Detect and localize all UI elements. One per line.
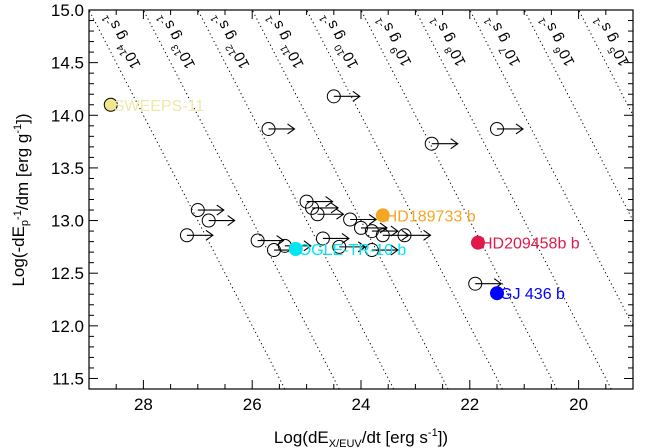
lower-limit-point-18 <box>315 231 350 246</box>
x-axis-label-part-0: Log(dE <box>274 428 329 447</box>
lower-limit-arrow-18 <box>322 233 350 244</box>
mass-loss-line-label-9: 105 g s-1 <box>590 12 632 70</box>
lower-limit-point-6 <box>179 228 214 243</box>
mass-loss-line-label-5: 109 g s-1 <box>373 12 415 70</box>
planet-label-0: SWEEPS-11 <box>114 98 205 115</box>
y-tick-label-7: 15.0 <box>51 1 84 20</box>
lower-limit-point-12 <box>310 207 345 222</box>
lower-limit-point-2 <box>490 121 524 136</box>
y-axis-label-part-0: Log(-dE <box>9 226 28 286</box>
lower-limit-point-0 <box>326 89 361 104</box>
plot-frame <box>88 9 634 390</box>
x-tick-label-4: 20 <box>569 395 588 414</box>
lower-limit-point-3 <box>424 136 459 151</box>
x-axis-label-part-3: -1 <box>428 427 438 439</box>
mass-loss-line-label-3: 1011 g s-1 <box>263 9 308 72</box>
y-tick-label-4: 13.5 <box>51 159 84 178</box>
lower-limit-markers <box>179 89 524 291</box>
x-axis-label-part-2: /dt [erg s <box>362 428 428 447</box>
lower-limit-arrow-6 <box>186 229 214 241</box>
lower-limit-arrow-13 <box>350 214 378 225</box>
mass-loss-line-label-2: 1012 g s-1 <box>208 9 253 72</box>
lower-limit-arrow-20 <box>371 244 399 256</box>
y-tick-label-2: 12.5 <box>51 264 84 283</box>
x-tick-label-3: 22 <box>460 395 479 414</box>
lower-limit-point-4 <box>190 203 225 218</box>
x-tick-label-0: 28 <box>134 395 153 414</box>
mass-loss-line-label-7: 107 g s-1 <box>482 12 524 70</box>
mass-loss-line-label-6: 108 g s-1 <box>427 12 469 70</box>
lower-limit-arrow-19 <box>339 241 367 253</box>
y-axis-label-part-1: p <box>19 220 31 226</box>
planet-markers: SWEEPS-11 HD189733 b OGLE-TR-10 b HD209458b… <box>103 97 580 303</box>
lower-limit-arrow-12 <box>317 208 345 220</box>
mass-loss-line-label-1: 1013 g s-1 <box>154 9 199 72</box>
axis-tick-labels: 28 26 24 22 20 11.5 12.0 12.5 13.0 13.5 14.0 14.5 15… <box>51 1 588 414</box>
lower-limit-arrow-3 <box>431 138 459 150</box>
lower-limit-arrow-5 <box>208 215 236 227</box>
mass-loss-line-label-0: 1014 g s-1 <box>100 9 145 72</box>
planet-point-3 <box>470 235 485 250</box>
y-axis-label-part-6: ]) <box>13 113 32 123</box>
planet-label-4: GJ 436 b <box>500 286 565 303</box>
x-axis-label-part-4: ]) <box>438 428 448 447</box>
y-axis-label: Log(-dEp-1/dm [erg g-1]) <box>9 113 32 286</box>
y-tick-label-0: 11.5 <box>52 369 84 388</box>
y-tick-label-5: 14.0 <box>51 106 84 125</box>
planet-point-2 <box>288 241 303 256</box>
mass-loss-line-label-8: 106 g s-1 <box>536 12 578 70</box>
y-axis-label-part-5: -1 <box>12 124 24 134</box>
planet-label-2: OGLE-TR-10 b <box>299 242 407 259</box>
planet-label-3: HD209458b b <box>481 236 580 253</box>
lower-limit-point-17 <box>397 228 432 243</box>
y-tick-label-6: 14.5 <box>51 54 84 73</box>
planet-label-1: HD189733 b <box>386 208 476 225</box>
lower-limit-arrow-4 <box>197 204 225 216</box>
x-tick-label-1: 26 <box>243 395 262 414</box>
lower-limit-point-20 <box>364 243 399 258</box>
lower-limit-point-11 <box>305 200 339 215</box>
lower-limit-arrow-17 <box>404 229 432 241</box>
lower-limit-arrow-2 <box>497 123 524 135</box>
lower-limit-arrow-15 <box>371 225 399 237</box>
y-axis-label-part-3: -1 <box>12 210 24 220</box>
mass-loss-line-label-4: 1010 g s-1 <box>317 9 362 72</box>
lower-limit-point-19 <box>332 239 367 254</box>
y-tick-label-3: 13.0 <box>51 212 84 231</box>
lower-limit-point-13 <box>343 212 378 227</box>
planet-point-4 <box>490 286 504 301</box>
y-tick-label-1: 12.0 <box>51 317 84 336</box>
x-tick-label-2: 24 <box>352 395 371 414</box>
x-axis-label-part-1: X/EUV <box>329 438 363 448</box>
x-axis-label: Log(dEX/EUV/dt [erg s-1]) <box>274 427 448 448</box>
lower-limit-arrow-0 <box>333 90 361 102</box>
planet-point-0 <box>103 97 118 112</box>
axis-ticks <box>88 9 634 389</box>
lower-limit-arrow-1 <box>268 123 296 135</box>
lower-limit-point-10 <box>299 194 334 209</box>
lower-limit-point-1 <box>261 121 296 136</box>
planet-point-1 <box>375 208 390 223</box>
mass-loss-line-9 <box>578 10 633 117</box>
y-axis-label-part-4: /dm [erg g <box>13 134 32 211</box>
lower-limit-point-5 <box>201 213 236 228</box>
